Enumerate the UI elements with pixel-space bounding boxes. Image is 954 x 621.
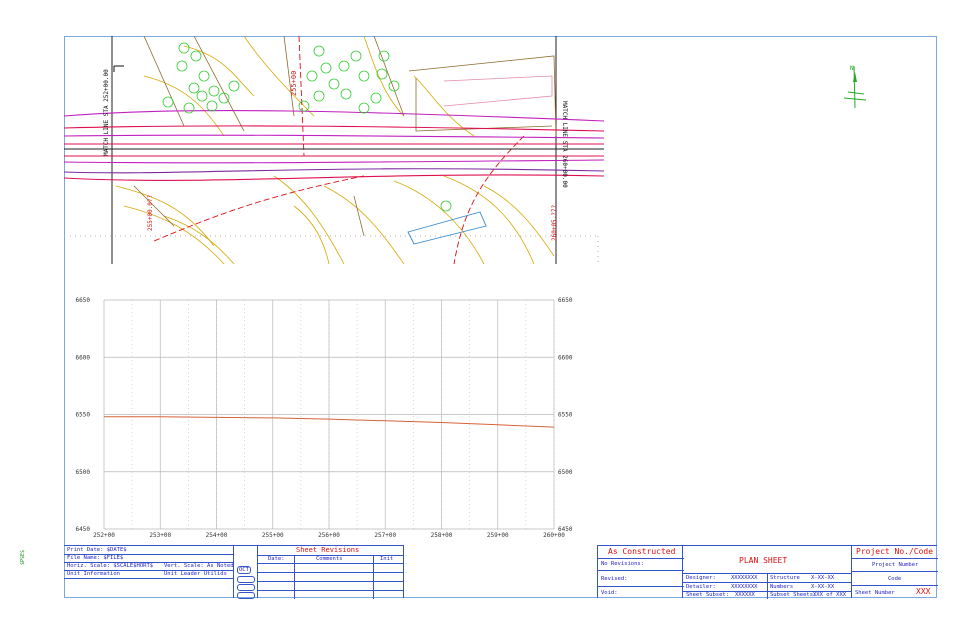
sheet-number-value: XXX [916,587,931,596]
revisions-header-comments: Comments [316,556,343,562]
vert-scale: Vert. Scale: As Noted [164,563,234,569]
print-date: Print Date: $DATE$ [67,547,127,553]
x-tick-label: 260+00 [543,532,565,539]
x-tick-label: 257+00 [374,532,396,539]
designer-label: Designer: [686,575,716,581]
stamp-column: OCT [234,545,258,599]
profile-chart: 6650 6600 6550 6500 6450 6650 6600 6550 6500 6450… [76,297,573,539]
side-file-label: $P$E$ [20,549,26,565]
y-tick-label-right: 6550 [558,412,573,419]
y-tick-label-left: 6550 [76,412,91,419]
horz-scale: Horiz. Scale: $SCALE$HORT$ [67,563,154,569]
x-tick-label: 255+00 [262,532,284,539]
y-tick-label-right: 6650 [558,297,573,304]
no-revisions: No Revisions: [601,561,645,567]
stamp-oval [237,576,255,583]
y-tick-label-left: 6650 [76,297,91,304]
title-block-left: Print Date: $DATE$ File Name: $FILE$ Hor… [64,545,234,598]
x-tick-label: 258+00 [431,532,453,539]
revisions-title: Sheet Revisions [296,546,360,554]
north-arrow-icon: N [843,65,867,109]
status-block: As Constructed No Revisions: Revised: Vo… [597,545,684,598]
x-tick-label: 256+00 [318,532,340,539]
detailer-value: XXXXXXXX [731,584,758,590]
x-tick-label: 259+00 [487,532,509,539]
y-tick-label-left: 6450 [76,526,91,533]
revised: Revised: [601,576,628,582]
plan-view: MATCH LINE STA 252+00.00 MATCH LINE STA … [64,36,604,266]
y-tick-label-right: 6450 [558,526,573,533]
station-label-left: 255+00.0?? [147,194,154,231]
sheet-number-label: Sheet Number [855,590,895,596]
file-name: File Name: $FILE$ [67,555,124,561]
x-tick-label: 254+00 [206,532,228,539]
profile-grade-line [104,416,555,428]
detailer-label: Detailer: [686,584,716,590]
subset-value: XXXXXX [735,592,755,598]
y-tick-label-left: 6600 [76,354,91,361]
void: Void: [601,590,618,596]
subset-sheets-value: XXX of XXX [813,592,847,598]
stamp-label: OCT [237,566,251,574]
subset-label: Sheet Subset: [686,592,730,598]
unit-leader: Unit Leader Utilids [164,571,227,577]
north-label: N [850,65,854,72]
y-tick-label-right: 6600 [558,354,573,361]
stamp-oval [237,592,255,599]
project-title: Project No./Code [856,547,934,556]
station-label-top: 255+00 [290,71,298,96]
structure-label: Structure [770,575,800,581]
plan-sheet-block: PLAN SHEET Designer: XXXXXXXX Detailer: … [683,545,851,599]
stamp-oval [237,584,255,591]
as-constructed: As Constructed [608,547,676,556]
x-tick-label: 252+00 [93,532,115,539]
project-number: Project Number [872,562,919,568]
y-tick-label-left: 6500 [76,469,91,476]
revisions-header-date: Date: [268,556,285,562]
project-block: Project No./Code Project Number Code She… [851,545,938,598]
y-tick-label-right: 6500 [558,469,573,476]
x-tick-label: 253+00 [149,532,171,539]
designer-value: XXXXXXXX [731,575,758,581]
match-line-right-label: MATCH LINE STA 260+00.00 [561,101,568,188]
match-line-left-label: MATCH LINE STA 252+00.00 [103,69,110,156]
sheet-revisions: Sheet Revisions Date: Comments Init [258,545,404,599]
numbers-value: X-XX-XX [811,584,835,590]
station-label-right: 260+05.?7? [551,204,558,241]
revisions-header-init: Init [380,556,394,562]
plan-sheet-title: PLAN SHEET [739,556,788,565]
unit-information: Unit Information [67,571,120,577]
subset-sheets-label: Subset Sheets: [770,592,817,598]
numbers-label: Numbers [770,584,794,590]
sheet-border [64,36,937,598]
project-code: Code [888,576,902,582]
structure-value: X-XX-XX [811,575,835,581]
